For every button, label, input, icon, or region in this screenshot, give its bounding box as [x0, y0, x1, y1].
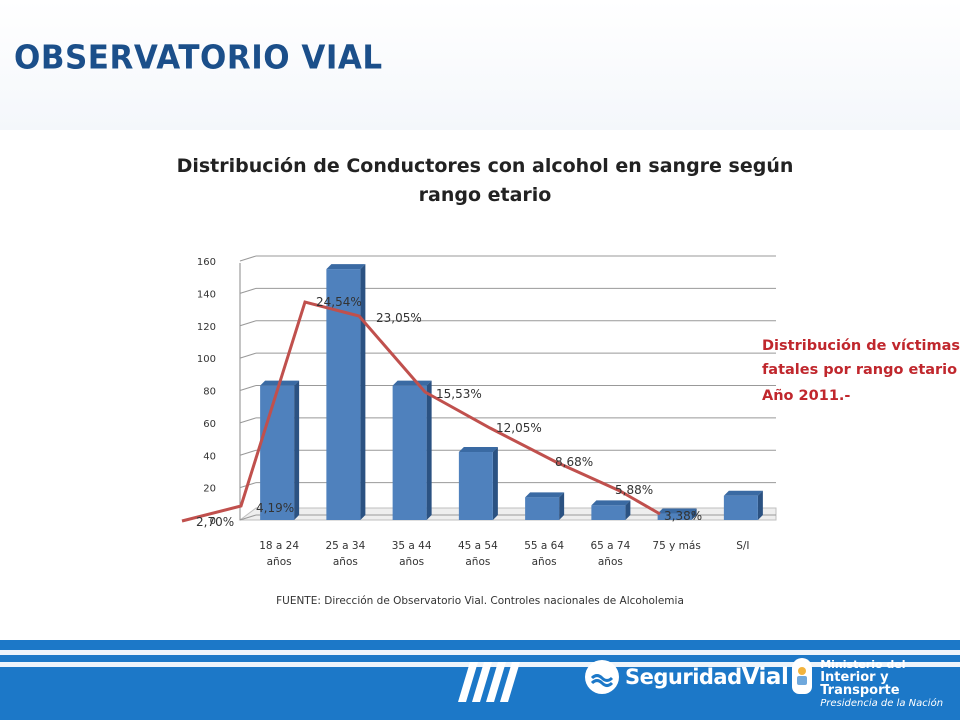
- bar-top: [326, 264, 366, 270]
- x-tick-label: 55 a 64: [524, 540, 564, 552]
- side-note: Distribución de víctimas fatales por ran…: [762, 334, 960, 408]
- y-tick-label: 0: [210, 516, 216, 527]
- overlay-data-label: 24,54%: [316, 295, 362, 309]
- seguridad-vial-logo: SeguridadVial: [585, 660, 789, 694]
- overlay-data-label: 23,05%: [376, 311, 422, 325]
- bar: [657, 513, 692, 520]
- footer-slashes-icon: [458, 662, 520, 702]
- logo-text-a: Seguridad: [625, 665, 742, 689]
- y-tick-label: 40: [203, 451, 216, 462]
- overlay-data-label: 3,38%: [664, 509, 702, 523]
- overlay-data-label: 2,70%: [196, 515, 234, 529]
- road-wave-icon: [585, 660, 619, 694]
- overlay-data-label: 5,88%: [615, 483, 653, 497]
- x-tick-label: 65 a 74: [590, 540, 630, 552]
- overlay-data-label: 12,05%: [496, 421, 542, 435]
- x-tick-label: años: [465, 556, 490, 568]
- chart-title: Distribución de Conductores con alcohol …: [176, 155, 794, 206]
- ministry-logo: Ministerio del Interior y Transporte Pre…: [792, 658, 960, 710]
- bar-side: [426, 380, 432, 520]
- x-tick-label: S/I: [736, 540, 749, 552]
- bar-side: [757, 490, 763, 520]
- gridline-offset: [239, 287, 257, 294]
- logo-text-b: Vial: [741, 664, 789, 690]
- bar: [260, 385, 295, 520]
- y-tick-label: 120: [197, 322, 216, 333]
- overlay-line: [181, 300, 661, 523]
- gridline-offset: [239, 255, 257, 262]
- ministry-line-2: Interior y Transporte: [820, 670, 900, 698]
- bar-top: [392, 380, 432, 386]
- y-tick-label: 100: [197, 354, 216, 365]
- bar-side: [625, 500, 631, 520]
- footer-band: [0, 640, 960, 720]
- page-title: OBSERVATORIO VIAL: [14, 39, 383, 77]
- gridline-offset: [239, 320, 257, 327]
- bar: [591, 505, 626, 520]
- x-tick-label: años: [333, 556, 358, 568]
- y-tick-label: 140: [197, 289, 216, 300]
- footer-stripe: [0, 662, 960, 667]
- gridline-offset: [239, 514, 257, 521]
- overlay-data-label: 4,19%: [256, 501, 294, 515]
- national-seal-icon: [792, 658, 813, 694]
- bar: [525, 497, 560, 520]
- y-tick-label: 160: [197, 257, 216, 268]
- bar: [392, 385, 427, 520]
- bar-top: [525, 492, 565, 498]
- y-tick-label: 60: [203, 419, 216, 430]
- y-tick-label: 20: [203, 484, 216, 495]
- bar-side: [492, 447, 498, 520]
- header-band: [0, 0, 960, 130]
- gridline-offset: [239, 352, 257, 359]
- bar: [723, 495, 758, 520]
- ministry-line-1: Ministerio del: [820, 658, 906, 671]
- x-tick-label: años: [598, 556, 623, 568]
- x-tick-label: 35 a 44: [392, 540, 432, 552]
- source-note: FUENTE: Dirección de Observatorio Vial. …: [276, 595, 684, 607]
- x-tick-label: años: [399, 556, 424, 568]
- overlay-data-label: 8,68%: [555, 455, 593, 469]
- gridline-offset: [239, 385, 257, 391]
- x-tick-label: 25 a 34: [325, 540, 365, 552]
- gridline-offset: [239, 449, 257, 456]
- y-tick-label: 80: [203, 387, 216, 398]
- x-tick-label: 18 a 24: [259, 540, 299, 552]
- x-tick-label: años: [267, 556, 292, 568]
- ministry-line-3: Presidencia de la Nación: [820, 698, 944, 709]
- bar-side: [360, 264, 366, 520]
- x-tick-label: 45 a 54: [458, 540, 498, 552]
- bar: [458, 452, 493, 520]
- bar-side: [559, 492, 565, 520]
- x-tick-label: años: [532, 556, 557, 568]
- bar-top: [458, 447, 498, 453]
- bar-side: [691, 508, 697, 520]
- gridline-offset: [239, 417, 257, 424]
- bar-top: [591, 500, 631, 506]
- side-note-line-2: fatales por rango etario: [762, 362, 958, 378]
- x-tick-label: 75 y más: [652, 540, 700, 552]
- bar-top: [657, 508, 697, 514]
- side-note-year: Año 2011.-: [762, 388, 851, 404]
- bar-top: [723, 490, 763, 496]
- bar-side: [294, 380, 300, 520]
- footer-stripe: [0, 650, 960, 655]
- side-note-line-1: Distribución de víctimas: [762, 338, 960, 354]
- overlay-data-label: 15,53%: [436, 387, 482, 401]
